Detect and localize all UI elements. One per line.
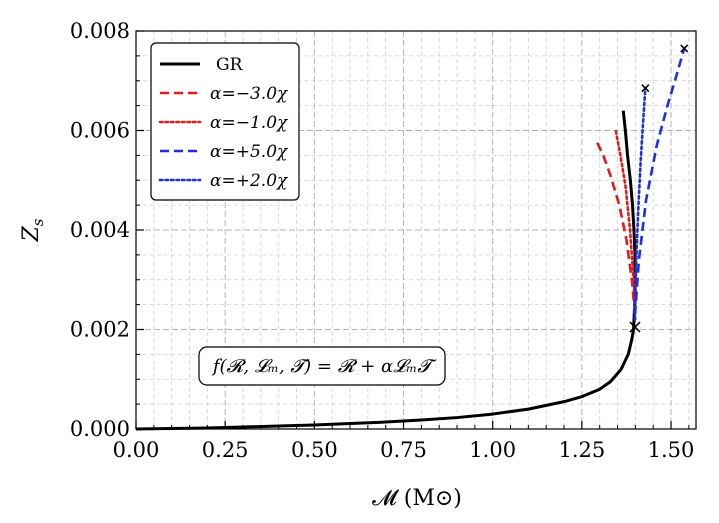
x-axis-label: 𝓜 (M⊙) — [372, 486, 462, 511]
legend-label-3: α=+5.0χ — [210, 142, 289, 162]
annotation-box — [198, 346, 446, 386]
x-tick-label: 0.00 — [113, 438, 160, 462]
marker-stroke — [629, 321, 641, 333]
series-line-2 — [614, 129, 637, 321]
axis-tick-labels: 0.00 0.25 0.50 0.75 1.00 1.25 1.50 0.000 0.002 0.… — [70, 19, 695, 462]
y-axis-label: Zs — [19, 218, 47, 242]
y-tick-label: 0.000 — [70, 417, 130, 441]
y-tick-label: 0.008 — [70, 19, 130, 43]
endpoint-marker — [680, 44, 689, 53]
x-tick-label: 0.75 — [380, 438, 427, 462]
annotation: f(𝓡, 𝓛ₘ, 𝓣) = 𝓡 + α𝓛ₘ𝓣 — [198, 346, 446, 386]
y-tick-label: 0.004 — [70, 218, 130, 242]
x-tick-label: 0.25 — [202, 438, 249, 462]
series-line-3 — [633, 48, 686, 315]
y-tick-label: 0.002 — [70, 318, 130, 342]
x-tick-label: 0.50 — [291, 438, 338, 462]
axis-ticks — [135, 30, 690, 430]
marker-stroke — [680, 44, 689, 53]
legend-label-0: GR — [216, 55, 244, 75]
annotation-text: f(𝓡, 𝓛ₘ, 𝓣) = 𝓡 + α𝓛ₘ𝓣 — [211, 356, 437, 377]
marker-layer — [629, 44, 689, 333]
x-tick-label: 1.50 — [648, 438, 695, 462]
series-layer — [135, 48, 686, 431]
legend-label-2: α=−1.0χ — [210, 113, 289, 133]
series-line-4 — [633, 86, 647, 321]
legend-label-4: α=+2.0χ — [210, 171, 289, 191]
legend-box — [150, 42, 300, 201]
x-tick-label: 1.25 — [558, 438, 605, 462]
endpoint-marker — [629, 321, 641, 333]
x-tick-label: 1.00 — [469, 438, 516, 462]
endpoint-marker — [641, 84, 650, 93]
legend-label-1: α=−3.0χ — [210, 84, 289, 104]
series-line-0 — [135, 110, 637, 431]
y-tick-label: 0.006 — [70, 119, 130, 143]
legend: GR α=−3.0χ α=−1.0χ α=+5.0χ α=+2.0χ — [150, 42, 300, 201]
series-line-1 — [594, 139, 637, 315]
marker-stroke — [641, 84, 650, 93]
